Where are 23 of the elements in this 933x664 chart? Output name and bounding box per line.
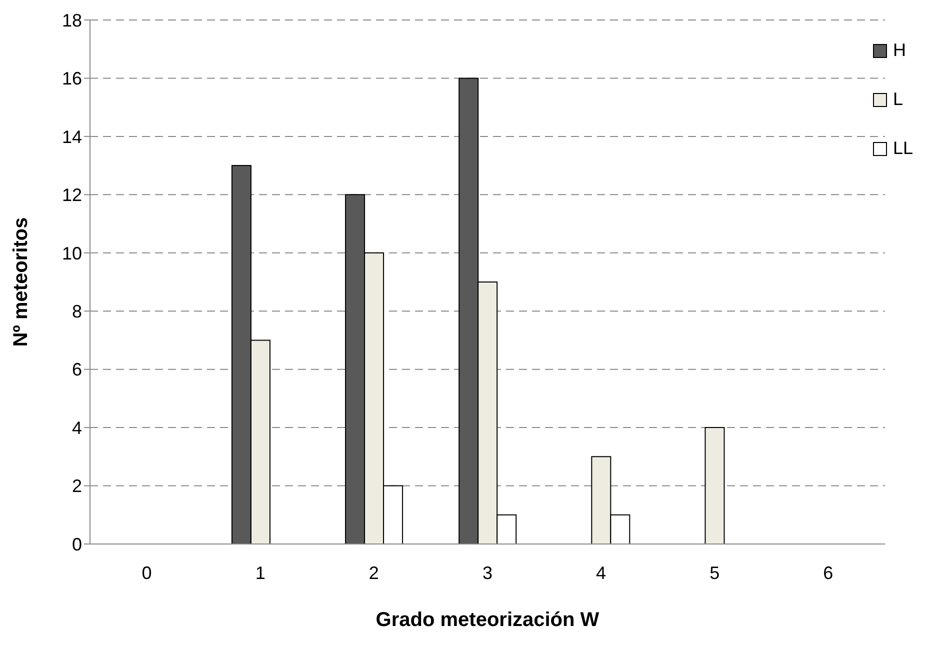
x-tick-label: 6 — [823, 562, 834, 583]
x-axis-title: Grado meteorización W — [376, 609, 600, 631]
x-tick-label: 4 — [596, 562, 606, 583]
y-tick-label: 14 — [62, 126, 82, 147]
bar — [704, 427, 725, 544]
y-tick-label: 6 — [72, 360, 82, 380]
x-tick-label: 3 — [482, 562, 492, 583]
legend-label: LL — [892, 138, 913, 159]
y-tick-label: 0 — [72, 534, 82, 554]
x-tick-label: 0 — [142, 562, 152, 583]
y-tick-label: 18 — [62, 10, 82, 30]
x-tick-label: 5 — [710, 562, 720, 583]
y-tick-label: 12 — [62, 185, 82, 206]
legend-label: L — [892, 89, 903, 110]
y-tick-label: 2 — [72, 476, 82, 496]
legend-label: H — [892, 40, 906, 61]
x-tick-label: 2 — [368, 562, 379, 583]
y-tick-label: 16 — [62, 68, 82, 89]
x-tick-label: 1 — [255, 562, 266, 583]
y-tick-label: 4 — [72, 418, 82, 438]
y-tick-label: 8 — [72, 302, 82, 322]
y-tick-label: 10 — [62, 243, 82, 264]
y-axis-title: Nº meteoritos — [10, 217, 32, 347]
